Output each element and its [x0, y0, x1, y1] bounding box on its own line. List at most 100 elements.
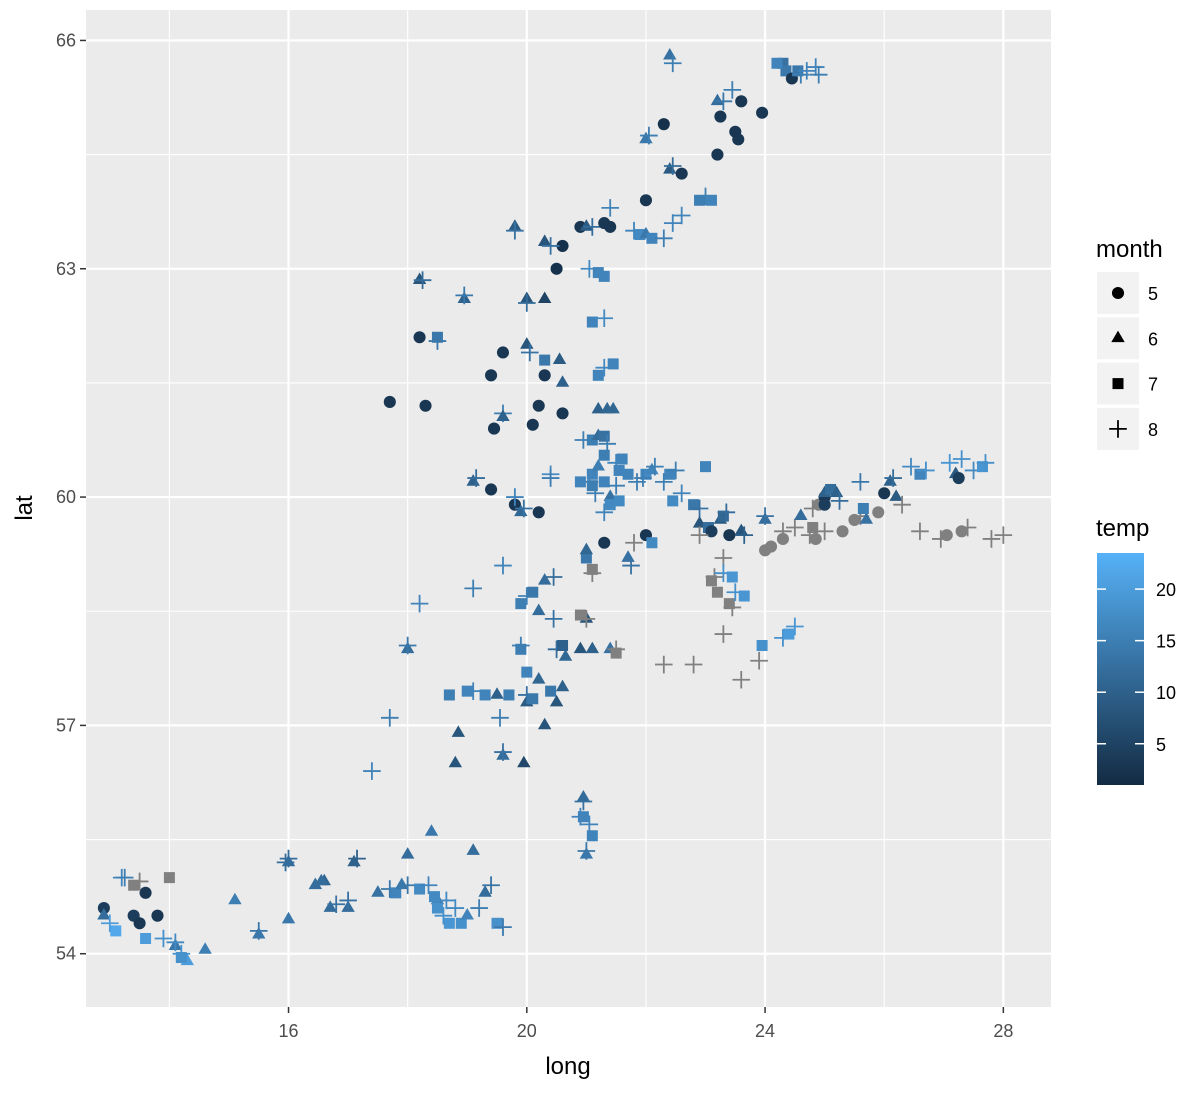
data-point — [574, 431, 593, 449]
data-point — [601, 199, 619, 217]
legend-month-label: 5 — [1148, 284, 1158, 304]
data-point — [598, 435, 617, 453]
data-point — [413, 271, 432, 289]
data-point — [550, 262, 563, 275]
data-point — [780, 65, 792, 77]
data-point — [455, 286, 474, 305]
data-point — [663, 157, 682, 175]
data-point — [443, 917, 455, 929]
data-point — [625, 533, 643, 552]
data-point — [690, 499, 709, 518]
y-axis-title: lat — [11, 495, 38, 521]
data-point — [726, 571, 738, 583]
data-point — [390, 887, 402, 899]
data-point — [175, 952, 187, 964]
data-point — [607, 476, 625, 495]
legend-month: month 5 6 7 8 — [1096, 236, 1163, 450]
data-point — [532, 506, 545, 519]
data-point — [872, 506, 885, 519]
legend-month-label: 7 — [1148, 375, 1158, 395]
data-point — [431, 902, 443, 914]
x-axis: 16 20 24 28 — [279, 1007, 1013, 1041]
data-point — [786, 518, 804, 537]
data-point — [714, 549, 733, 567]
data-point — [911, 522, 929, 541]
data-point — [878, 487, 891, 500]
data-point — [371, 885, 385, 897]
data-point — [571, 807, 590, 826]
data-point — [428, 332, 447, 350]
data-point — [774, 522, 792, 541]
data-point — [101, 914, 119, 933]
data-point — [764, 540, 778, 553]
data-point — [276, 853, 295, 872]
data-point — [541, 237, 560, 255]
data-point — [585, 641, 600, 654]
legend-temp: temp 5 10 15 20 — [1096, 515, 1176, 785]
data-point — [595, 503, 614, 522]
data-point — [836, 525, 849, 538]
data-point — [694, 194, 706, 206]
data-point — [555, 375, 570, 387]
data-point — [622, 556, 640, 575]
points-layer — [97, 47, 1013, 966]
data-point — [583, 218, 602, 236]
data-point — [604, 499, 616, 511]
data-point — [544, 568, 563, 586]
data-point — [958, 518, 977, 537]
data-point — [940, 529, 953, 542]
data-point — [521, 666, 533, 678]
data-point — [591, 458, 605, 471]
colorbar — [1097, 553, 1144, 785]
data-point — [437, 891, 456, 910]
data-point — [735, 526, 754, 544]
data-point — [503, 689, 515, 701]
data-point — [539, 354, 551, 366]
grid-minor — [86, 10, 1051, 1007]
data-point — [537, 234, 552, 246]
data-point — [604, 220, 617, 233]
legend-temp-label: 20 — [1156, 580, 1176, 600]
data-point — [672, 206, 691, 225]
data-point — [857, 503, 869, 514]
data-point — [982, 530, 1001, 548]
data-point — [532, 399, 545, 412]
data-point — [952, 450, 971, 468]
data-point — [700, 461, 712, 473]
data-point — [735, 95, 748, 108]
data-point — [434, 906, 453, 925]
data-point — [806, 58, 825, 76]
data-point — [314, 873, 328, 886]
data-point — [598, 476, 610, 488]
data-point — [515, 499, 533, 518]
data-point — [884, 469, 902, 487]
data-point — [512, 636, 530, 655]
data-point — [400, 847, 415, 859]
data-point — [527, 586, 539, 598]
legend-month-label: 6 — [1148, 329, 1158, 349]
data-point — [419, 876, 438, 895]
data-point — [777, 57, 789, 69]
data-point — [717, 510, 729, 522]
data-point — [579, 219, 594, 231]
data-point — [574, 609, 586, 621]
data-point — [110, 925, 122, 937]
data-point — [655, 473, 673, 491]
data-point — [467, 469, 485, 487]
data-point — [889, 489, 903, 501]
data-point — [537, 291, 552, 304]
data-point — [532, 672, 546, 684]
y-tick-label: 63 — [56, 259, 76, 279]
data-point — [460, 907, 474, 920]
data-point — [672, 484, 691, 503]
data-point — [419, 399, 432, 412]
data-point — [163, 872, 175, 884]
legend-month-title: month — [1096, 236, 1163, 263]
grid-major — [86, 10, 1051, 1007]
data-point — [688, 499, 700, 511]
legend-key-square — [1112, 378, 1124, 390]
data-point — [479, 689, 491, 701]
data-point — [717, 503, 736, 522]
data-point — [723, 598, 735, 610]
x-tick-label: 20 — [517, 1021, 537, 1041]
